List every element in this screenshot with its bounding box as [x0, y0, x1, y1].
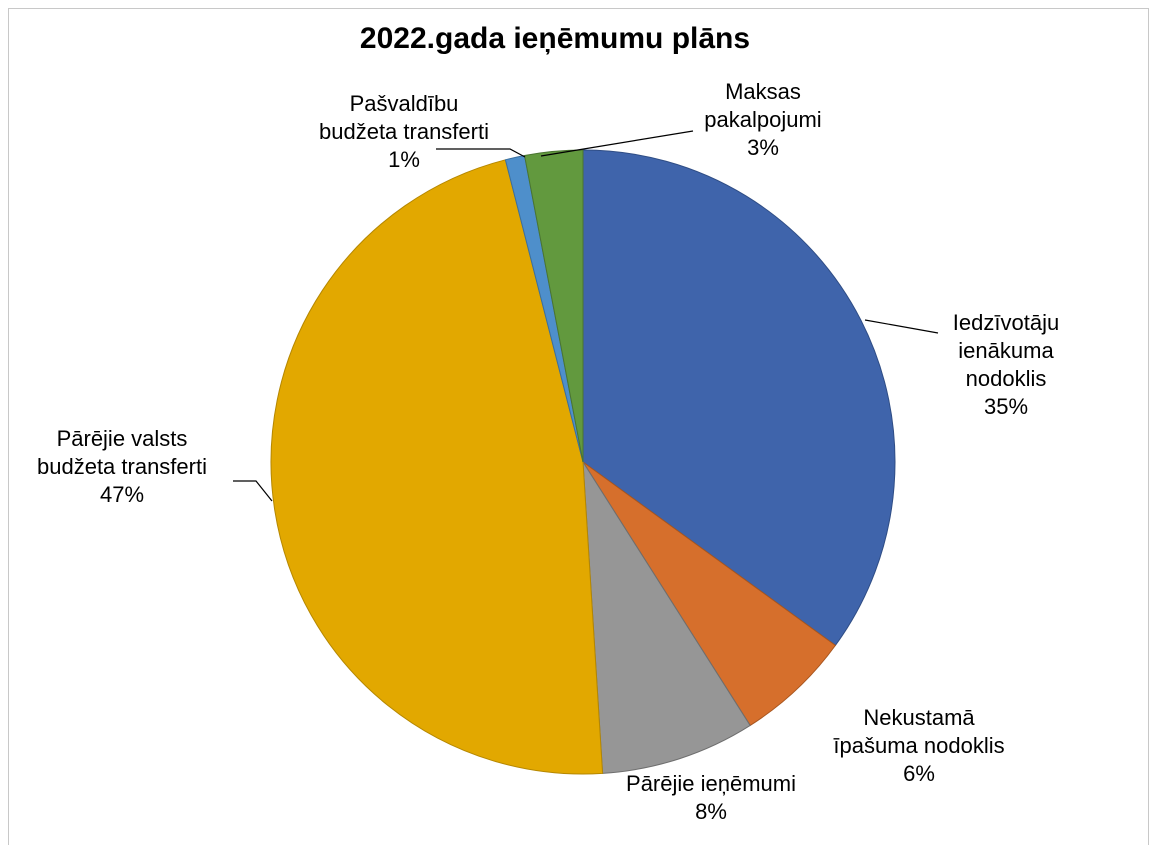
- data-label-category: budžeta transferti: [37, 454, 207, 479]
- data-label-category: nodoklis: [966, 366, 1047, 391]
- data-label-category: Pārējie valsts: [57, 426, 188, 451]
- data-label-category: Nekustamā: [863, 705, 975, 730]
- data-label-category: budžeta transferti: [319, 119, 489, 144]
- data-label-percent: 6%: [903, 761, 935, 786]
- data-label-category: Pašvaldību: [350, 91, 459, 116]
- data-label-category: Maksas: [725, 79, 801, 104]
- pie-slice: [582, 149, 896, 647]
- pie-slice: [270, 159, 604, 775]
- data-label-category: Pārējie ieņēmumi: [626, 771, 796, 796]
- data-label-category: ienākuma: [958, 338, 1054, 363]
- data-label-percent: 1%: [388, 147, 420, 172]
- pie-slice: [582, 461, 751, 774]
- pie-slice: [523, 149, 584, 463]
- chart-frame: [8, 8, 1149, 845]
- leader-line: [436, 148, 526, 158]
- data-label-category: pakalpojumi: [704, 107, 821, 132]
- leader-line: [540, 130, 694, 157]
- data-label-percent: 47%: [100, 482, 144, 507]
- chart-title: 2022.gada ieņēmumu plāns: [360, 22, 750, 55]
- leader-line: [233, 480, 273, 502]
- data-label-category: īpašuma nodoklis: [833, 733, 1004, 758]
- data-label-percent: 8%: [695, 799, 727, 824]
- data-label-category: Iedzīvotāju: [953, 310, 1059, 335]
- data-label-percent: 3%: [747, 135, 779, 160]
- data-label-percent: 35%: [984, 394, 1028, 419]
- leader-line: [864, 319, 939, 334]
